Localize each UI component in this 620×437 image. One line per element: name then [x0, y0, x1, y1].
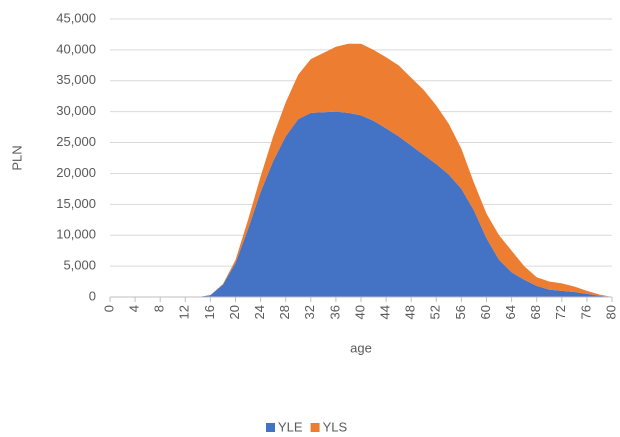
x-tick-label: 76 — [578, 305, 593, 319]
x-tick-label: 48 — [403, 305, 418, 319]
legend-swatch — [266, 423, 275, 432]
y-tick-label: 0 — [89, 288, 96, 303]
x-tick-label: 80 — [603, 305, 618, 319]
x-tick-label: 8 — [152, 305, 167, 312]
y-tick-label: 30,000 — [56, 103, 96, 118]
area — [110, 111, 612, 298]
y-tick-label: 40,000 — [56, 41, 96, 56]
x-tick-label: 40 — [352, 305, 367, 319]
x-tick-label: 24 — [252, 305, 267, 319]
x-tick-label: 0 — [101, 305, 116, 312]
x-tick-label: 12 — [177, 305, 192, 319]
x-tick-label: 64 — [503, 305, 518, 319]
y-tick-label: 25,000 — [56, 134, 96, 149]
legend-swatch — [310, 423, 320, 432]
x-tick-label: 60 — [478, 305, 493, 319]
y-tick-label: 10,000 — [56, 227, 96, 242]
x-tick-label: 16 — [202, 305, 217, 319]
y-tick-label: 20,000 — [56, 165, 96, 180]
x-tick-label: 20 — [227, 305, 242, 319]
y-axis-label: PLN — [9, 145, 24, 170]
x-tick-label: 44 — [378, 305, 393, 319]
x-tick-label: 32 — [302, 305, 317, 319]
x-tick-label: 56 — [453, 305, 468, 319]
x-tick-label: 52 — [428, 305, 443, 319]
legend-label: YLS — [323, 419, 348, 434]
x-axis-label: age — [350, 340, 372, 355]
y-tick-label: 5,000 — [63, 258, 96, 273]
x-tick-label: 68 — [528, 305, 543, 319]
y-tick-label: 45,000 — [56, 10, 96, 25]
y-tick-label: 15,000 — [56, 196, 96, 211]
x-tick-label: 4 — [127, 305, 142, 312]
y-tick-label: 35,000 — [56, 72, 96, 87]
x-tick-label: 36 — [327, 305, 342, 319]
legend-label: YLE — [278, 419, 303, 434]
x-tick-label: 28 — [277, 305, 292, 319]
area — [110, 43, 612, 297]
x-tick-label: 72 — [553, 305, 568, 319]
